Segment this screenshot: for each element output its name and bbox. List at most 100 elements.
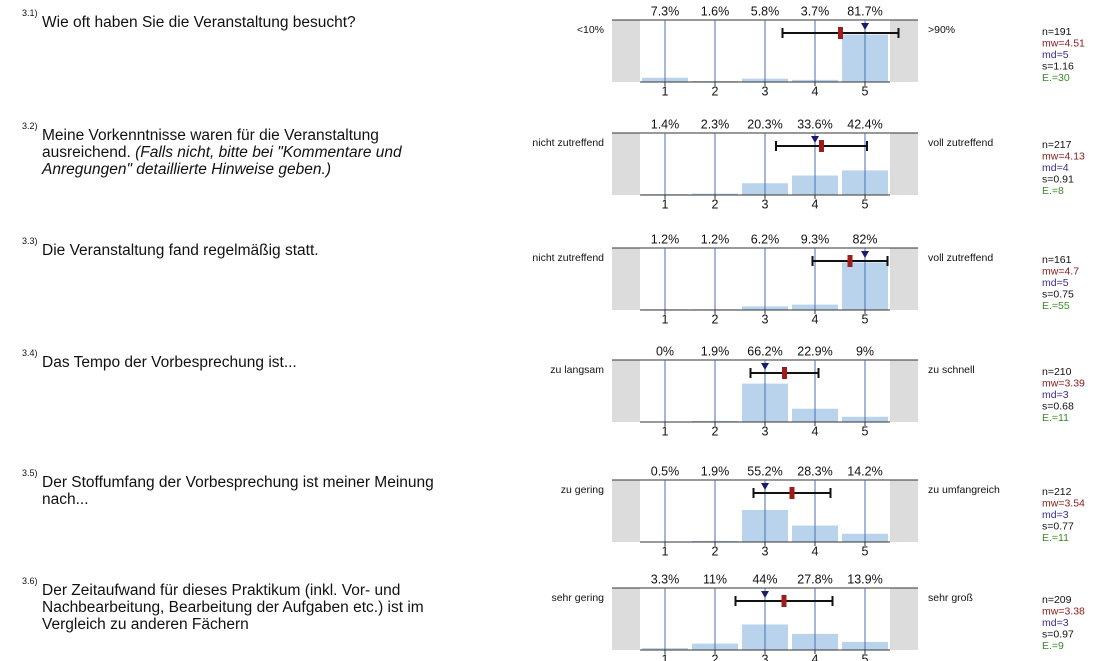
stat: E.=30 — [1042, 72, 1070, 84]
percent-label: 13.9% — [847, 572, 882, 586]
question-number: 3.6) — [22, 576, 38, 586]
percent-label: 55.2% — [747, 464, 782, 478]
stat: E.=11 — [1042, 532, 1069, 544]
question-number: 3.2) — [22, 121, 38, 131]
percent-label: 81.7% — [847, 4, 882, 18]
percent-label: 5.8% — [751, 4, 780, 18]
percent-label: 22.9% — [797, 344, 832, 358]
stat: md=3 — [1042, 389, 1069, 401]
question-number: 3.5) — [22, 468, 38, 478]
percent-label: 14.2% — [847, 464, 882, 478]
scale-label: 1 — [662, 197, 669, 211]
percent-label: 1.2% — [651, 232, 680, 246]
left-label: zu gering — [561, 484, 604, 496]
scale-label: 5 — [862, 652, 869, 661]
percent-label: 28.3% — [797, 464, 832, 478]
stat: E.=8 — [1042, 185, 1064, 197]
stat: mw=4.13 — [1042, 150, 1085, 162]
scale-label: 1 — [662, 544, 669, 558]
gray-band — [890, 480, 918, 542]
scale-label: 4 — [812, 312, 819, 326]
left-label: zu langsam — [550, 364, 604, 376]
scale-label: 2 — [712, 424, 719, 438]
scale-label: 5 — [862, 197, 869, 211]
left-label: <10% — [577, 24, 604, 36]
question-text: Das Tempo der Vorbesprechung ist... — [42, 354, 297, 371]
stat: n=210 — [1042, 366, 1072, 378]
percent-label: 1.6% — [701, 4, 730, 18]
scale-label: 5 — [862, 84, 869, 98]
gray-band — [890, 20, 918, 82]
question: Die Veranstaltung fand regelmäßig statt. — [42, 242, 454, 259]
median-marker — [811, 136, 819, 143]
stat: E.=9 — [1042, 640, 1064, 652]
question: Meine Vorkenntnisse waren für die Verans… — [42, 127, 454, 178]
mean-marker — [847, 255, 853, 267]
mean-marker — [789, 487, 795, 499]
right-label: sehr groß — [928, 592, 973, 604]
scale-label: 2 — [712, 197, 719, 211]
stat: md=5 — [1042, 277, 1069, 289]
question-text: Der Stoffumfang der Vorbesprechung ist m… — [42, 474, 434, 508]
gray-band — [612, 480, 640, 542]
percent-label: 33.6% — [797, 117, 832, 131]
median-marker — [761, 483, 769, 490]
gray-band — [612, 20, 640, 82]
stat: mw=4.51 — [1042, 37, 1085, 49]
left-label: nicht zutreffend — [532, 137, 604, 149]
percent-label: 7.3% — [651, 4, 680, 18]
scale-label: 1 — [662, 312, 669, 326]
scale-label: 3 — [762, 424, 769, 438]
percent-label: 44% — [752, 572, 777, 586]
stat: s=1.16 — [1042, 60, 1074, 72]
percent-label: 1.9% — [701, 464, 730, 478]
question-text: Meine Vorkenntnisse waren für die Verans… — [42, 127, 379, 161]
question: Der Zeitaufwand für dieses Praktikum (in… — [42, 582, 454, 633]
gray-band — [890, 133, 918, 195]
gray-band — [612, 248, 640, 310]
gray-band — [890, 360, 918, 422]
stat: s=0.97 — [1042, 628, 1074, 640]
stat: md=3 — [1042, 509, 1069, 521]
mean-marker — [819, 140, 824, 152]
question-text: Wie oft haben Sie die Veranstaltung besu… — [42, 14, 356, 31]
stat: n=212 — [1042, 486, 1072, 498]
question-text: Der Zeitaufwand für dieses Praktikum (in… — [42, 582, 424, 633]
percent-label: 66.2% — [747, 344, 782, 358]
stat: mw=4.7 — [1042, 265, 1079, 277]
question: Der Stoffumfang der Vorbesprechung ist m… — [42, 474, 454, 508]
stat: md=4 — [1042, 162, 1069, 174]
mean-marker — [838, 27, 843, 39]
stat: md=5 — [1042, 49, 1069, 61]
scale-label: 1 — [662, 652, 669, 661]
percent-label: 82% — [852, 232, 877, 246]
question-number: 3.3) — [22, 236, 38, 246]
scale-label: 4 — [812, 544, 819, 558]
gray-band — [612, 360, 640, 422]
percent-label: 1.9% — [701, 344, 730, 358]
scale-label: 3 — [762, 652, 769, 661]
stat: E.=55 — [1042, 300, 1070, 312]
scale-label: 4 — [812, 424, 819, 438]
stat: md=3 — [1042, 617, 1069, 629]
question: Wie oft haben Sie die Veranstaltung besu… — [42, 14, 454, 31]
scale-label: 2 — [712, 652, 719, 661]
percent-label: 1.2% — [701, 232, 730, 246]
stat: n=217 — [1042, 139, 1072, 151]
stat: mw=3.54 — [1042, 497, 1085, 509]
right-label: voll zutreffend — [928, 252, 993, 264]
stat: n=191 — [1042, 26, 1072, 38]
median-marker — [761, 363, 769, 370]
percent-label: 3.7% — [801, 4, 830, 18]
percent-label: 0% — [656, 344, 674, 358]
median-marker — [761, 591, 769, 598]
stat: E.=11 — [1042, 412, 1069, 424]
percent-label: 6.2% — [751, 232, 780, 246]
median-marker — [861, 251, 869, 258]
left-label: nicht zutreffend — [532, 252, 604, 264]
question-number: 3.1) — [22, 8, 38, 18]
scale-label: 4 — [812, 197, 819, 211]
percent-label: 1.4% — [651, 117, 680, 131]
